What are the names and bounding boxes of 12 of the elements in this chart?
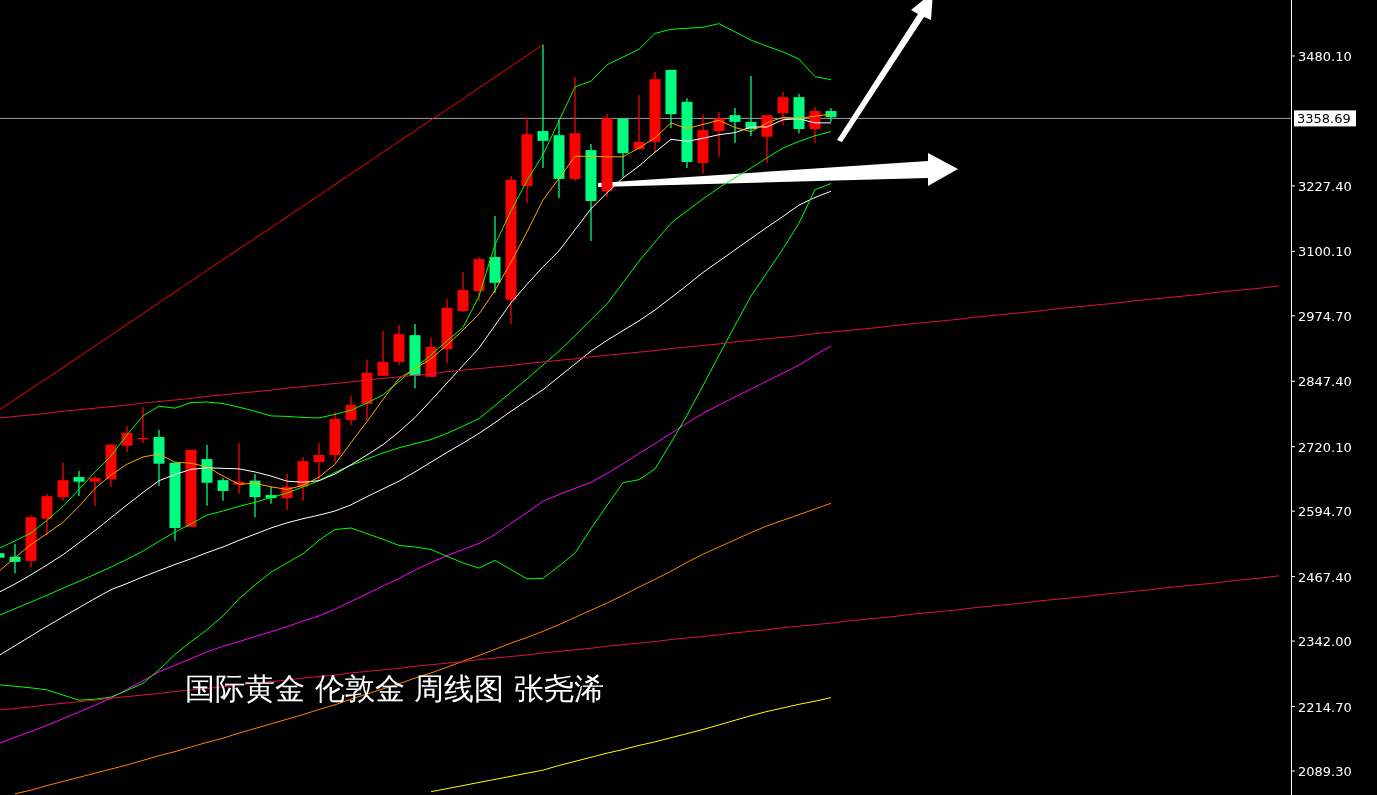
y-tick-label: 2974.70 [1298, 308, 1352, 324]
y-tick-label: 3100.10 [1298, 244, 1352, 260]
y-tick-label: 3227.40 [1298, 178, 1352, 194]
y-tick-label: 2594.70 [1298, 504, 1352, 520]
y-tick-label: 2342.00 [1298, 634, 1352, 650]
y-tick-label: 2847.40 [1298, 374, 1352, 390]
y-tick-label: 2089.30 [1298, 763, 1352, 779]
y-tick-label: 2467.40 [1298, 569, 1352, 585]
y-tick-label: 2720.10 [1298, 439, 1352, 455]
y-tick-label: 3480.10 [1298, 48, 1352, 64]
y-tick-label: 2214.70 [1298, 699, 1352, 715]
ref-line-label: 3358.69 [1297, 111, 1351, 127]
